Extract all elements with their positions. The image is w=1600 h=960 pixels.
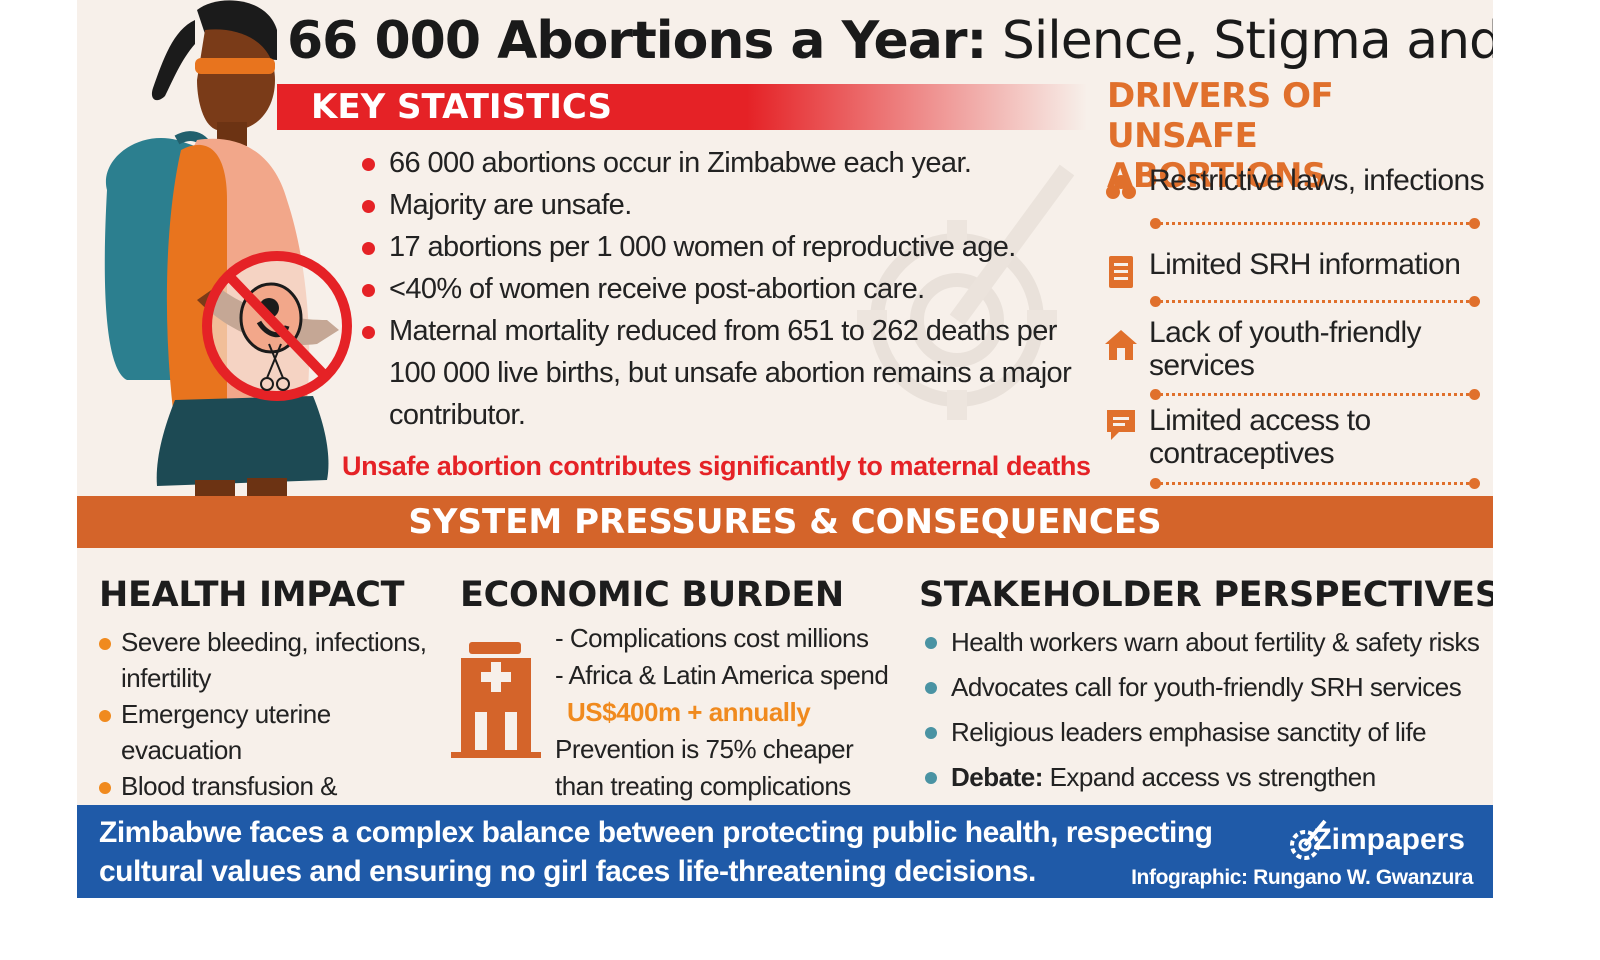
footer-banner: Zimbabwe faces a complex balance between… xyxy=(77,805,1493,898)
health-impact-list: Severe bleeding, infections, infertility… xyxy=(99,624,449,840)
econ-line: - Complications cost millions xyxy=(555,623,869,653)
infographic-credit: Infographic: Rungano W. Gwanzura xyxy=(1131,866,1473,889)
house-icon xyxy=(1105,330,1137,360)
title-rest: Silence, Stigma and Danger xyxy=(1001,11,1493,71)
economic-burden-heading: ECONOMIC BURDEN xyxy=(460,575,844,615)
bullet-icon xyxy=(99,638,111,650)
econ-cost-highlight: US$400m + annually xyxy=(567,697,811,727)
list-item: Advocates call for youth-friendly SRH se… xyxy=(925,665,1485,710)
divider xyxy=(1150,218,1480,229)
divider xyxy=(1150,478,1480,489)
system-pressures-bar: SYSTEM PRESSURES & CONSEQUENCES xyxy=(77,496,1493,548)
drivers-heading: DRIVERS OF UNSAFE ABORTIONS xyxy=(1107,76,1334,196)
list-item: Religious leaders emphasise sanctity of … xyxy=(925,710,1485,755)
bullet-icon xyxy=(362,326,375,339)
bullet-icon xyxy=(362,284,375,297)
stat-item: Maternal mortality reduced from 651 to 2… xyxy=(362,310,1082,436)
brand-name: Zimpapers xyxy=(1313,823,1465,856)
document-icon xyxy=(1109,256,1133,288)
list-item: Health workers warn about fertility & sa… xyxy=(925,620,1485,665)
hospital-icon xyxy=(451,642,541,758)
stat-item: <40% of women receive post-abortion care… xyxy=(362,268,1082,310)
bullet-icon xyxy=(99,710,111,722)
speech-bubble-icon xyxy=(1107,410,1135,440)
bullet-icon xyxy=(362,242,375,255)
bullet-icon xyxy=(362,200,375,213)
list-item: Emergency uterine evacuation xyxy=(99,696,449,768)
bullet-icon xyxy=(925,637,937,649)
stakeholder-heading: STAKEHOLDER PERSPECTIVES xyxy=(919,575,1493,615)
debate-label: Debate: xyxy=(951,762,1043,792)
divider xyxy=(1150,296,1480,307)
system-pressures-heading: SYSTEM PRESSURES & CONSEQUENCES xyxy=(408,502,1162,542)
zimpapers-logo-icon xyxy=(1290,819,1327,860)
econ-line: - Africa & Latin America spend xyxy=(555,660,889,690)
bullet-icon xyxy=(925,772,937,784)
bullet-icon xyxy=(99,782,111,794)
maternal-deaths-callout: Unsafe abortion contributes significantl… xyxy=(342,451,1091,481)
key-statistics-list: 66 000 abortions occur in Zimbabwe each … xyxy=(362,142,1082,436)
econ-line: Prevention is 75% cheaper xyxy=(555,734,854,764)
bullet-icon xyxy=(362,158,375,171)
stat-item: Majority are unsafe. xyxy=(362,184,1082,226)
econ-line: than treating complications xyxy=(555,771,851,801)
infographic: 66 000 Abortions a Year: Silence, Stigma… xyxy=(77,0,1493,898)
stat-item: 17 abortions per 1 000 women of reproduc… xyxy=(362,226,1082,268)
economic-burden-text: - Complications cost millions - Africa &… xyxy=(555,620,889,805)
page-title: 66 000 Abortions a Year: Silence, Stigma… xyxy=(287,6,1493,76)
bullet-icon xyxy=(925,682,937,694)
title-bold: 66 000 Abortions a Year: xyxy=(287,11,987,71)
stat-item: 66 000 abortions occur in Zimbabwe each … xyxy=(362,142,1082,184)
watermark-gear-icon xyxy=(857,164,1075,420)
footer-statement: Zimbabwe faces a complex balance between… xyxy=(99,816,1213,888)
divider xyxy=(1150,389,1480,400)
no-abortion-sign-icon xyxy=(202,251,352,401)
bullet-icon xyxy=(925,727,937,739)
health-impact-heading: HEALTH IMPACT xyxy=(99,575,405,615)
list-item: Severe bleeding, infections, infertility xyxy=(99,624,449,696)
key-statistics-banner: KEY STATISTICS xyxy=(277,84,1087,130)
key-statistics-heading: KEY STATISTICS xyxy=(311,87,612,127)
virus-icon xyxy=(1106,175,1136,199)
stakeholder-list: Health workers warn about fertility & sa… xyxy=(925,620,1485,845)
